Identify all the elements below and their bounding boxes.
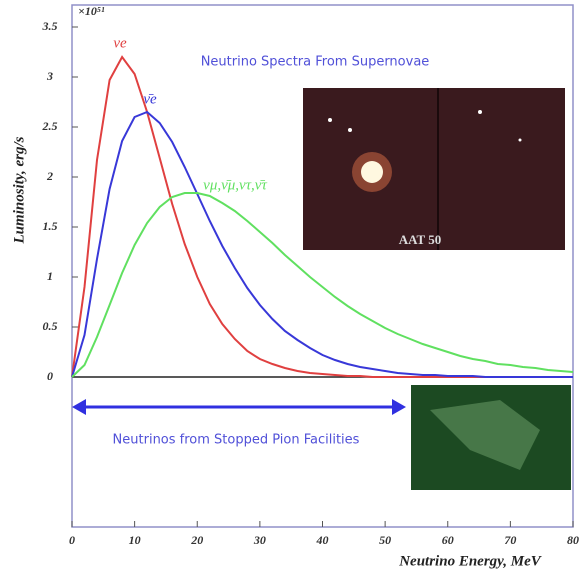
series-label: νμ,ν̄μ,ντ,ν̄τ (203, 177, 267, 193)
y-tick-label: 3 (46, 69, 53, 83)
y-tick-label: 3.5 (42, 19, 58, 33)
x-tick-label: 60 (442, 533, 454, 547)
y-tick-label: 0.5 (43, 319, 58, 333)
y-tick-label: 2 (46, 169, 53, 183)
x-tick-label: 10 (129, 533, 141, 547)
x-tick-label: 40 (316, 533, 329, 547)
y-exponent: ×10⁵¹ (78, 4, 105, 18)
y-tick-label: 0 (47, 369, 53, 383)
series-label: νe (113, 35, 127, 51)
series-label: ν̄e (143, 91, 157, 107)
x-tick-label: 70 (504, 533, 516, 547)
range-arrow (72, 399, 406, 415)
supernova-photo: AAT 50 (303, 88, 565, 250)
x-tick-label: 80 (567, 533, 579, 547)
y-tick-label: 2.5 (42, 119, 58, 133)
y-tick-label: 1 (47, 269, 53, 283)
series-line (71, 110, 573, 378)
facility-photo (411, 385, 571, 490)
photo-caption: AAT 50 (399, 232, 442, 247)
x-tick-label: 50 (379, 533, 391, 547)
series-line (71, 192, 574, 378)
x-tick-label: 30 (253, 533, 266, 547)
y-tick-label: 1.5 (43, 219, 58, 233)
x-tick-label: 20 (190, 533, 203, 547)
x-axis-title: Neutrino Energy, MeV (398, 553, 543, 569)
annotation: Neutrinos from Stopped Pion Facilities (113, 433, 360, 448)
x-tick-label: 0 (69, 533, 75, 547)
y-axis-title: Luminosity, erg/s (11, 136, 27, 244)
chart-title: Neutrino Spectra From Supernovae (201, 55, 430, 70)
